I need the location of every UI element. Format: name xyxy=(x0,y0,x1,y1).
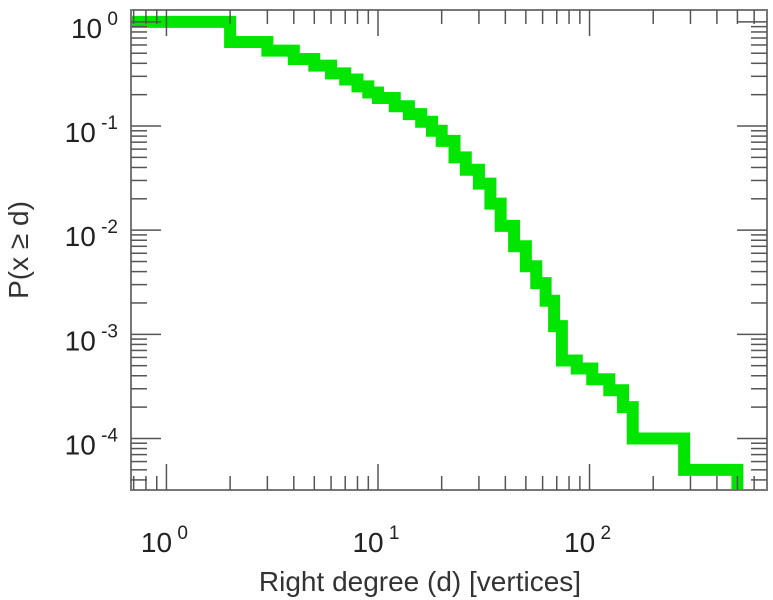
x-tick-label: 10 1 xyxy=(352,523,399,558)
tick-layer xyxy=(131,10,767,490)
y-tick-label: 10 -3 xyxy=(65,321,118,356)
series-line-0 xyxy=(131,15,744,490)
tick-label-layer: 10 0 10 1 10 2 10 0 10 -1 10 -2 10 -3 10 -4 xyxy=(65,9,611,558)
y-tick-label: 10 0 xyxy=(71,9,118,44)
y-tick-label: 10 -2 xyxy=(65,217,118,252)
plot-frame xyxy=(130,9,768,491)
y-axis-label: P(x ≥ d) xyxy=(3,201,34,299)
y-tick-label: 10 -4 xyxy=(65,425,119,460)
x-axis-label: Right degree (d) [vertices] xyxy=(259,566,581,597)
y-tick-label: 10 -1 xyxy=(65,113,118,148)
x-tick-label: 10 0 xyxy=(141,523,188,558)
x-tick-label: 10 2 xyxy=(564,523,611,558)
series-layer xyxy=(131,15,744,490)
